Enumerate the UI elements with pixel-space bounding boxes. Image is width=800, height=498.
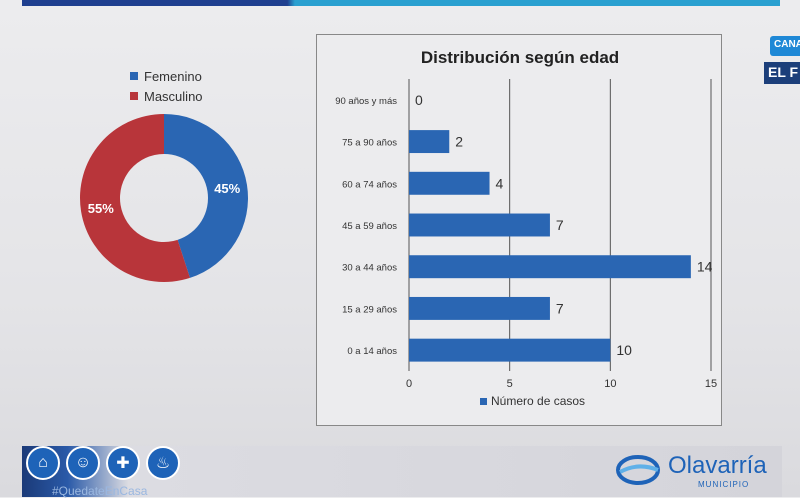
y-tick-label: 0 a 14 años <box>347 346 397 357</box>
bar-value-label: 7 <box>556 300 564 316</box>
chart-title: Distribución según edad <box>421 48 619 67</box>
program-tag: EL F <box>764 62 800 84</box>
bar-value-label: 0 <box>415 92 423 108</box>
bar <box>409 171 490 195</box>
gender-legend: Femenino Masculino <box>130 66 203 106</box>
y-tick-label: 15 a 29 años <box>342 304 397 315</box>
legend-swatch-masculino <box>130 92 138 100</box>
legend-swatch <box>480 398 487 405</box>
logo-mark-icon <box>616 455 660 485</box>
x-tick-label: 15 <box>705 378 717 390</box>
bar-value-label: 2 <box>455 134 463 150</box>
legend-label: Número de casos <box>491 394 585 408</box>
bar <box>409 213 550 237</box>
donut-value-label: 55% <box>88 201 114 216</box>
logo-name: Olavarría <box>668 452 767 479</box>
x-tick-label: 10 <box>604 378 616 390</box>
top-accent-bar <box>22 0 780 6</box>
spray-icon: ♨ <box>146 446 180 480</box>
x-tick-label: 5 <box>507 378 513 390</box>
bar-value-label: 7 <box>556 217 564 233</box>
age-chart-panel: Distribución según edad 0 5 10 15 90 años y m… <box>316 34 722 426</box>
y-tick-label: 90 años y más <box>335 96 397 107</box>
mask-icon: ☺ <box>66 446 100 480</box>
bar <box>409 338 611 362</box>
y-tick-label: 75 a 90 años <box>342 138 397 149</box>
bar-value-label: 10 <box>616 342 632 358</box>
bar <box>409 130 450 154</box>
y-tick-label: 30 a 44 años <box>342 263 397 274</box>
legend-item-femenino: Femenino <box>130 66 203 86</box>
hashtag: #QuedateEnCasa <box>52 484 148 498</box>
donut-value-label: 45% <box>214 181 240 196</box>
footer-bar: ⌂ ☺ ✚ ♨ #QuedateEnCasa Olavarría MUNICIP… <box>22 446 782 498</box>
legend-swatch-femenino <box>130 72 138 80</box>
bar-value-label: 14 <box>697 259 713 275</box>
sanitizer-icon: ✚ <box>106 446 140 480</box>
channel-tag: CANA <box>770 36 800 56</box>
donut-slice-masculino <box>79 114 190 282</box>
footer-icons: ⌂ ☺ ✚ ♨ <box>26 446 180 480</box>
gender-donut-chart: 45% 55% <box>79 114 248 282</box>
bar <box>409 296 550 320</box>
age-bar-chart: Distribución según edad 0 5 10 15 90 años y m… <box>335 48 717 408</box>
y-tick-label: 60 a 74 años <box>342 179 397 190</box>
x-tick-label: 0 <box>406 378 412 390</box>
legend-item-masculino: Masculino <box>130 86 203 106</box>
home-icon: ⌂ <box>26 446 60 480</box>
donut-slice-femenino <box>164 114 248 278</box>
bar <box>409 255 691 279</box>
bar-value-label: 4 <box>496 175 504 191</box>
legend-label-femenino: Femenino <box>144 68 202 84</box>
logo-sub: MUNICIPIO <box>698 480 750 489</box>
y-tick-label: 45 a 59 años <box>342 221 397 232</box>
legend-label-masculino: Masculino <box>144 88 203 104</box>
olavarria-logo: Olavarría MUNICIPIO <box>616 452 776 492</box>
